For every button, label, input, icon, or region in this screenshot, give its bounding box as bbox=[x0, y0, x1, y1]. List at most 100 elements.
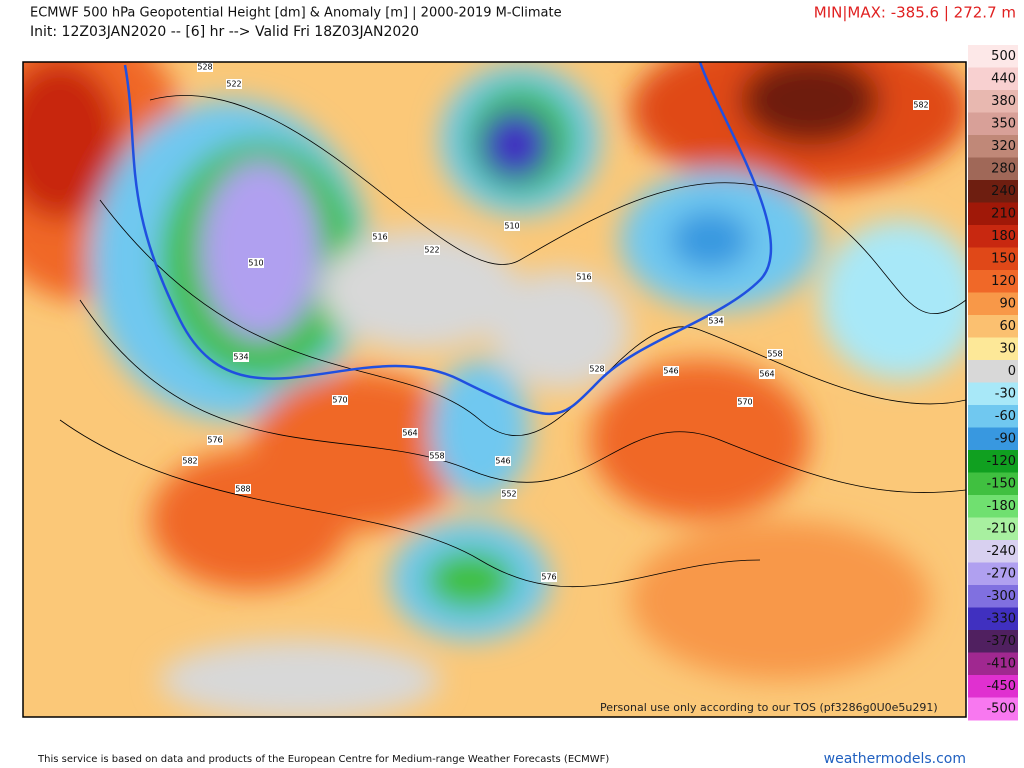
colorbar-swatch bbox=[968, 292, 1018, 316]
colorbar-swatch bbox=[968, 382, 1018, 406]
contour-label: 582 bbox=[913, 101, 928, 110]
contour-label-bg bbox=[576, 272, 592, 282]
colorbar-label: 500 bbox=[991, 49, 1016, 64]
contour-label-bg bbox=[759, 369, 775, 379]
colorbar-swatch bbox=[968, 90, 1018, 113]
contour-label: 582 bbox=[182, 457, 197, 466]
contour-label-bg bbox=[226, 79, 242, 89]
contour-label: 570 bbox=[737, 398, 752, 407]
contour-label: 528 bbox=[589, 365, 604, 374]
contour-label-bg bbox=[501, 489, 517, 499]
colorbar-label: -120 bbox=[986, 454, 1016, 469]
colorbar-swatch bbox=[968, 360, 1018, 383]
colorbar-swatch bbox=[968, 630, 1018, 653]
colorbar-swatch bbox=[968, 517, 1018, 541]
contour-label-bg bbox=[248, 258, 264, 268]
colorbar-label: 280 bbox=[991, 161, 1016, 176]
colorbar-label: 150 bbox=[991, 251, 1016, 266]
colorbar-label: -210 bbox=[986, 521, 1016, 536]
min-max: MIN|MAX: -385.6 | 272.7 m bbox=[814, 4, 1016, 22]
colorbar-label: 30 bbox=[999, 341, 1016, 356]
contour-label: 516 bbox=[372, 233, 387, 242]
contour-label: 564 bbox=[759, 370, 774, 379]
contour-label-bg bbox=[372, 232, 388, 242]
contour-label-bg bbox=[332, 395, 348, 405]
contour-label-bg bbox=[737, 397, 753, 407]
contour-label: 558 bbox=[429, 452, 444, 461]
colorbar: 500 440 380 350 320 280 240 210 180 150 120 90 60 30 0… bbox=[968, 45, 1018, 721]
contour-label: 522 bbox=[226, 80, 241, 89]
colorbar-label: -300 bbox=[986, 589, 1016, 604]
colorbar-swatch bbox=[968, 450, 1018, 473]
contour-label-bg bbox=[663, 366, 679, 376]
contour-label: 510 bbox=[248, 259, 263, 268]
colorbar-label: -370 bbox=[986, 634, 1016, 649]
colorbar-swatch bbox=[968, 225, 1018, 248]
contour-label: 510 bbox=[504, 222, 519, 231]
colorbar-swatch bbox=[968, 607, 1018, 631]
colorbar-label: 350 bbox=[991, 116, 1016, 131]
colorbar-swatch bbox=[968, 652, 1018, 676]
contour-label-bg bbox=[233, 352, 249, 362]
contour-label: 576 bbox=[541, 573, 556, 582]
map-frame bbox=[22, 61, 967, 718]
contour-label-bg bbox=[402, 428, 418, 438]
contour-label: 516 bbox=[576, 273, 591, 282]
contour-label: 546 bbox=[495, 457, 510, 466]
colorbar-swatch bbox=[968, 562, 1018, 586]
contour-label: 528 bbox=[197, 63, 212, 72]
colorbar-label: 440 bbox=[991, 71, 1016, 86]
contour-label-bg bbox=[197, 62, 213, 72]
colorbar-swatch bbox=[968, 67, 1018, 91]
height-contours bbox=[59, 95, 966, 588]
title: ECMWF 500 hPa Geopotential Height [dm] &… bbox=[30, 6, 562, 21]
contour-label-bg bbox=[495, 456, 511, 466]
contour-label-bg bbox=[235, 484, 251, 494]
colorbar-swatch bbox=[968, 135, 1018, 158]
colorbar-swatch bbox=[968, 405, 1018, 428]
colorbar-swatch bbox=[968, 697, 1018, 721]
colorbar-swatch bbox=[968, 157, 1018, 181]
colorbar-swatch bbox=[968, 585, 1018, 608]
contour-label: 564 bbox=[402, 429, 417, 438]
colorbar-label: -330 bbox=[986, 611, 1016, 626]
subtitle: Init: 12Z03JAN2020 -- [6] hr --> Valid F… bbox=[30, 24, 419, 40]
colorbar-label: -30 bbox=[995, 386, 1016, 401]
contour-label: 534 bbox=[233, 353, 248, 362]
contour-label-bg bbox=[708, 316, 724, 326]
colorbar-label: 180 bbox=[991, 229, 1016, 244]
colorbar-swatch bbox=[968, 45, 1018, 68]
colorbar-label: -450 bbox=[986, 679, 1016, 694]
contour-label: 522 bbox=[424, 246, 439, 255]
contour-label-bg bbox=[589, 364, 605, 374]
contour-label: 576 bbox=[207, 436, 222, 445]
colorbar-label: 60 bbox=[999, 319, 1016, 334]
colorbar-label: 120 bbox=[991, 274, 1016, 289]
colorbar-label: 240 bbox=[991, 184, 1016, 199]
contour-label: 570 bbox=[332, 396, 347, 405]
anomaly-field bbox=[23, 62, 966, 717]
colorbar-label: 90 bbox=[999, 296, 1016, 311]
colorbar-label: -500 bbox=[986, 701, 1016, 716]
colorbar-label: -410 bbox=[986, 656, 1016, 671]
contour-label-bg bbox=[207, 435, 223, 445]
colorbar-label: -150 bbox=[986, 476, 1016, 491]
contour-label-bg bbox=[913, 100, 929, 110]
colorbar-swatch bbox=[968, 337, 1018, 361]
colorbar-label: -180 bbox=[986, 499, 1016, 514]
contour-label: 558 bbox=[767, 350, 782, 359]
footer-credit: This service is based on data and produc… bbox=[37, 754, 609, 765]
colorbar-swatch bbox=[968, 180, 1018, 203]
contour-label: 588 bbox=[235, 485, 250, 494]
contour-label-bg bbox=[182, 456, 198, 466]
contour-label-bg bbox=[429, 451, 445, 461]
contour-label: 534 bbox=[708, 317, 723, 326]
contour-label-bg bbox=[424, 245, 440, 255]
colorbar-label: -60 bbox=[995, 409, 1016, 424]
colorbar-label: -90 bbox=[995, 431, 1016, 446]
contour-label: 546 bbox=[663, 367, 678, 376]
colorbar-swatch bbox=[968, 112, 1018, 136]
colorbar-swatch bbox=[968, 202, 1018, 226]
